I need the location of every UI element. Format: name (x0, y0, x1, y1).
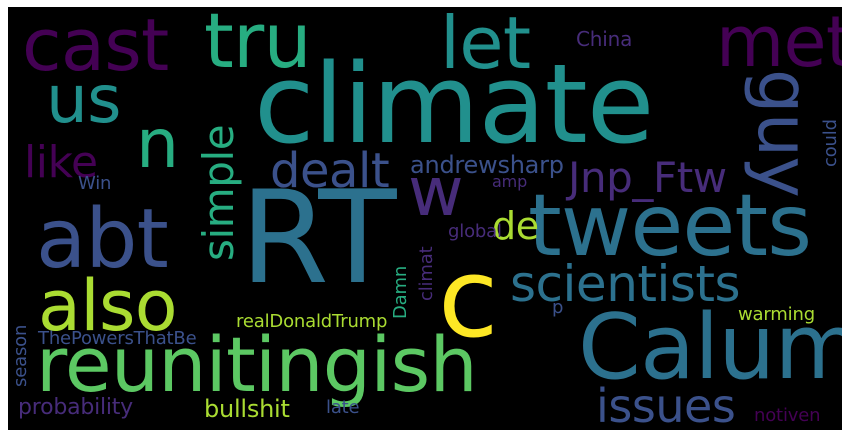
word-thepowersthatbe: ThePowersThatBe (38, 328, 197, 349)
word-de: de (492, 204, 539, 248)
word-also: also (38, 265, 178, 347)
word-cloud-canvas: RT climate tweets Calum reunitingish abt… (8, 7, 842, 430)
word-c: c (438, 234, 498, 362)
word-tru: tru (204, 7, 312, 85)
word-could: could (820, 119, 841, 167)
word-rt: RT (240, 164, 397, 313)
word-jnp-ftw: Jnp_Ftw (568, 153, 727, 202)
word-us: us (46, 61, 122, 138)
word-realdonaldtrump: realDonaldTrump (236, 311, 388, 332)
word-calum: Calum (578, 295, 842, 400)
word-warming: warming (738, 304, 815, 325)
word-tweets: tweets (528, 176, 812, 276)
word-bullshit: bullshit (204, 395, 290, 423)
word-andrewsharp: andrewsharp (410, 151, 564, 179)
word-china: China (576, 27, 633, 51)
word-n: n (136, 105, 179, 184)
word-w: w (408, 153, 464, 232)
word-win: Win (78, 173, 112, 194)
word-abt: abt (36, 192, 169, 287)
word-simple: simple (194, 124, 243, 261)
word-climat: climat (416, 246, 437, 301)
word-reunitingish: reunitingish (36, 320, 478, 409)
word-season: season (10, 324, 31, 387)
word-cast: cast (22, 7, 169, 87)
word-dealt: dealt (270, 143, 390, 199)
word-let: let (440, 7, 531, 85)
word-probability: probability (18, 395, 133, 420)
word-like: like (24, 137, 98, 188)
word-scientists: scientists (510, 255, 741, 313)
word-issues: issues (596, 379, 736, 430)
word-climate: climate (254, 40, 654, 168)
word-notiven: notiven (754, 405, 821, 426)
word-damn: Damn (390, 265, 411, 319)
word-late: late (326, 397, 360, 418)
word-met: met (716, 7, 842, 83)
word-global: global (448, 221, 502, 242)
word-amp: amp (492, 172, 528, 191)
word-guy: guy (742, 69, 824, 198)
word-p: p (552, 297, 564, 318)
